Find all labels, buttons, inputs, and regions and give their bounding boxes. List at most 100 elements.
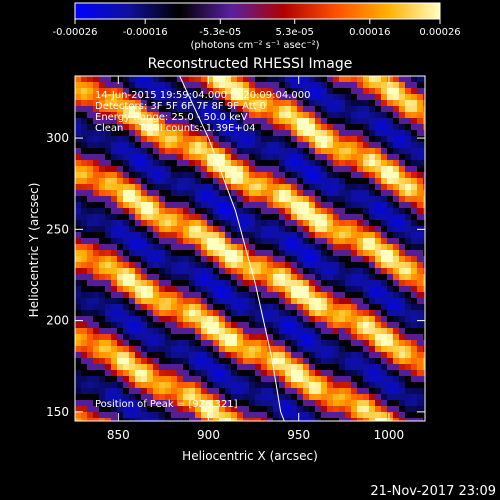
- heatmap-cell: [201, 208, 208, 215]
- heatmap-cell: [381, 376, 388, 383]
- heatmap-cell: [75, 130, 82, 137]
- heatmap-cell: [309, 352, 316, 359]
- heatmap-cell: [117, 322, 124, 329]
- heatmap-cell: [387, 82, 394, 89]
- heatmap-cell: [207, 382, 214, 389]
- heatmap-cell: [141, 184, 148, 191]
- heatmap-cell: [339, 268, 346, 275]
- heatmap-cell: [231, 268, 238, 275]
- heatmap-cell: [129, 76, 136, 83]
- heatmap-cell: [327, 118, 334, 125]
- heatmap-cell: [207, 148, 214, 155]
- heatmap-cell: [243, 400, 250, 407]
- heatmap-cell: [279, 298, 286, 305]
- heatmap-cell: [243, 292, 250, 299]
- heatmap-cell: [417, 148, 424, 155]
- heatmap-cell: [201, 94, 208, 101]
- heatmap-cell: [183, 118, 190, 125]
- heatmap-cell: [117, 118, 124, 125]
- heatmap-cell: [219, 160, 226, 167]
- heatmap-cell: [357, 328, 364, 335]
- heatmap-cell: [249, 232, 256, 239]
- heatmap-cell: [183, 130, 190, 137]
- heatmap-cell: [249, 142, 256, 149]
- heatmap-cell: [183, 370, 190, 377]
- heatmap-cell: [315, 262, 322, 269]
- heatmap-cell: [375, 178, 382, 185]
- heatmap-cell: [399, 244, 406, 251]
- heatmap-cell: [213, 280, 220, 287]
- heatmap-cell: [285, 184, 292, 191]
- heatmap-cell: [183, 148, 190, 155]
- heatmap-cell: [87, 190, 94, 197]
- heatmap-cell: [189, 172, 196, 179]
- heatmap-cell: [159, 346, 166, 353]
- heatmap-cell: [93, 376, 100, 383]
- heatmap-cell: [405, 118, 412, 125]
- heatmap-cell: [231, 238, 238, 245]
- heatmap-cell: [153, 94, 160, 101]
- heatmap-cell: [75, 370, 82, 377]
- heatmap-cell: [273, 166, 280, 173]
- heatmap-cell: [411, 274, 418, 281]
- heatmap-cell: [243, 154, 250, 161]
- heatmap-cell: [417, 352, 424, 359]
- heatmap-cell: [111, 418, 118, 421]
- heatmap-cell: [351, 232, 358, 239]
- heatmap-cell: [345, 208, 352, 215]
- heatmap-cell: [321, 394, 328, 401]
- heatmap-cell: [345, 352, 352, 359]
- heatmap-cell: [123, 250, 130, 257]
- heatmap-cell: [333, 238, 340, 245]
- heatmap-cell: [405, 292, 412, 299]
- heatmap-cell: [345, 280, 352, 287]
- heatmap-cell: [303, 268, 310, 275]
- heatmap-cell: [357, 202, 364, 209]
- heatmap-cell: [411, 244, 418, 251]
- heatmap-cell: [111, 382, 118, 389]
- heatmap-cell: [219, 196, 226, 203]
- heatmap-cell: [213, 112, 220, 119]
- heatmap-cell: [315, 82, 322, 89]
- heatmap-cell: [261, 88, 268, 95]
- heatmap-cell: [375, 274, 382, 281]
- heatmap-cell: [267, 364, 274, 371]
- heatmap-cell: [141, 88, 148, 95]
- heatmap-cell: [87, 136, 94, 143]
- heatmap-cell: [309, 244, 316, 251]
- heatmap-cell: [279, 214, 286, 221]
- heatmap-cell: [165, 268, 172, 275]
- heatmap-cell: [99, 346, 106, 353]
- heatmap-cell: [285, 226, 292, 233]
- heatmap-cell: [237, 382, 244, 389]
- heatmap-cell: [243, 226, 250, 233]
- heatmap-cell: [249, 352, 256, 359]
- heatmap-cell: [123, 238, 130, 245]
- heatmap-cell: [207, 256, 214, 263]
- heatmap-cell: [111, 298, 118, 305]
- heatmap-cell: [189, 406, 196, 413]
- heatmap-cell: [279, 376, 286, 383]
- heatmap-cell: [297, 304, 304, 311]
- heatmap-cell: [135, 106, 142, 113]
- heatmap-cell: [201, 172, 208, 179]
- heatmap-cell: [165, 100, 172, 107]
- heatmap-cell: [219, 190, 226, 197]
- heatmap-cell: [87, 400, 94, 407]
- heatmap-cell: [123, 76, 130, 83]
- heatmap-cell: [87, 406, 94, 413]
- heatmap-cell: [237, 154, 244, 161]
- heatmap-cell: [105, 238, 112, 245]
- heatmap-cell: [315, 328, 322, 335]
- heatmap-cell: [297, 142, 304, 149]
- heatmap-cell: [129, 328, 136, 335]
- heatmap-cell: [291, 94, 298, 101]
- heatmap-cell: [291, 244, 298, 251]
- heatmap-cell: [183, 298, 190, 305]
- heatmap-cell: [87, 274, 94, 281]
- heatmap-cell: [255, 136, 262, 143]
- heatmap-cell: [303, 394, 310, 401]
- heatmap-cell: [285, 328, 292, 335]
- heatmap-cell: [183, 358, 190, 365]
- heatmap-cell: [219, 376, 226, 383]
